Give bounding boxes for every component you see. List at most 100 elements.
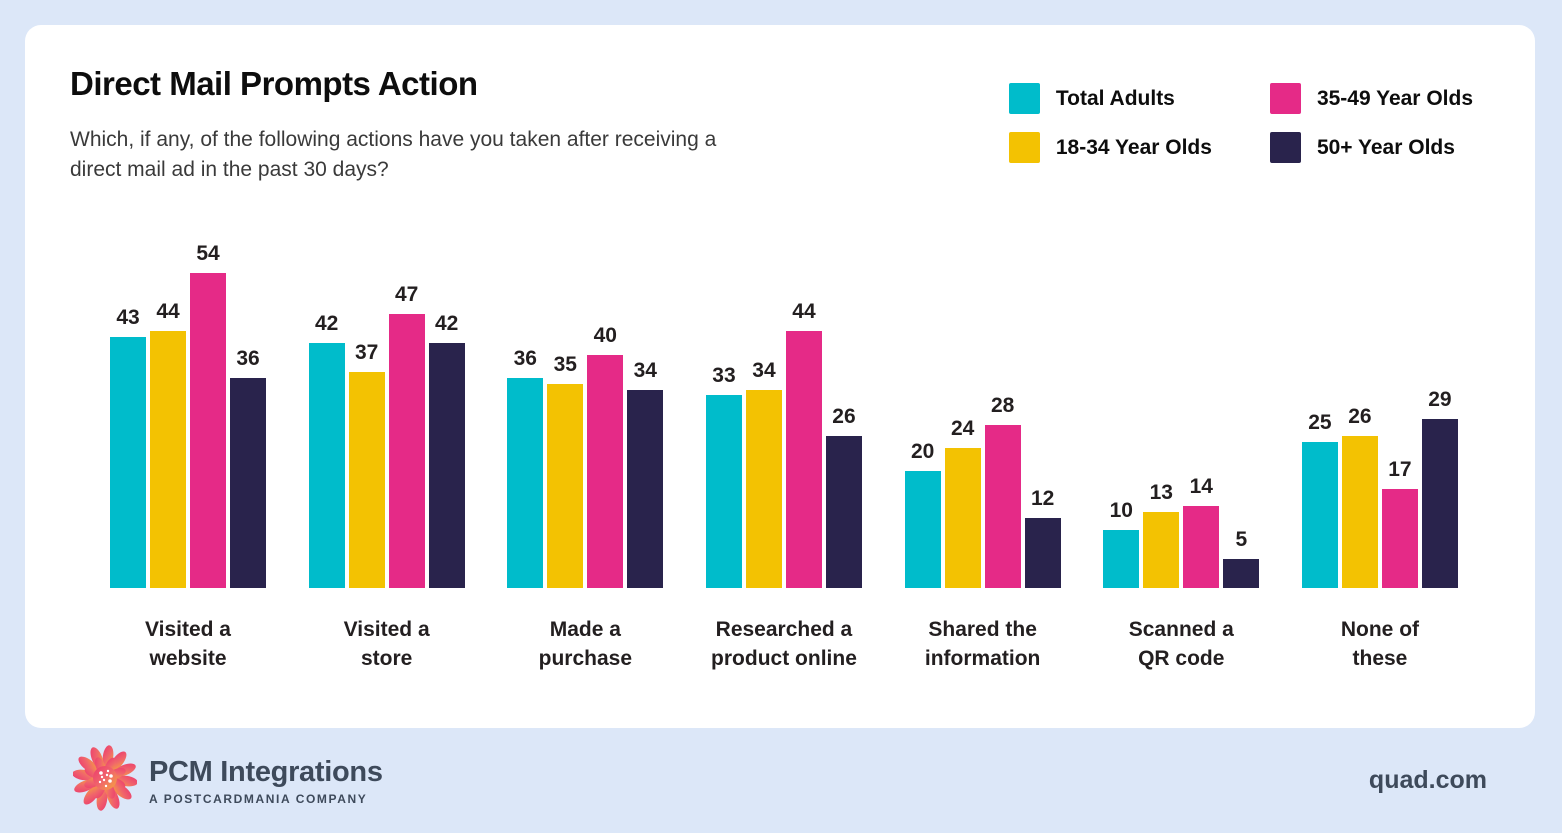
bar-18-34-year-olds (944, 448, 981, 588)
legend-swatch-35-49-year-olds (1269, 83, 1301, 114)
bar-value-label: 33 (712, 364, 736, 387)
legend-item-35-49-year-olds: 35-49 Year Olds (1269, 83, 1473, 114)
bar-value-label: 28 (990, 394, 1015, 417)
bar-group-made-a-purchase: 36 35 40 34 Made a purchase (507, 238, 664, 673)
category-label: Visited a website (145, 618, 231, 670)
bar-18-34-year-olds (150, 331, 186, 588)
bar-wrap: 13 (1143, 481, 1180, 588)
bar-wrap: 26 (825, 405, 862, 588)
bar-wrap: 20 (904, 440, 941, 588)
bar-wrap: 43 (110, 306, 146, 588)
bar-wrap: 17 (1381, 458, 1418, 588)
bar-value-label: 17 (1388, 458, 1412, 481)
bar-50-year-olds (1421, 419, 1458, 588)
bar-35-49-year-olds (190, 273, 226, 588)
bar-value-label: 12 (1030, 487, 1055, 510)
chart-legend: Total Adults 35-49 Year Olds 18-34 Year Ol… (1008, 83, 1473, 163)
bar-value-label: 13 (1149, 481, 1173, 504)
bar-value-label: 26 (1348, 405, 1372, 428)
bar-chart: 43 44 54 36 Visited a website 42 37 47 42 Visited … (25, 238, 1535, 673)
bar-value-label: 14 (1189, 475, 1213, 498)
bar-wrap: 42 (428, 312, 465, 588)
footer: PCM Integrations A POSTCARDMANIA COMPANY… (25, 728, 1537, 833)
starburst-flower-logo-icon (72, 745, 138, 816)
bar-value-label: 29 (1428, 388, 1452, 411)
category-label: Shared the information (924, 618, 1041, 670)
legend-swatch-18-34-year-olds (1008, 132, 1040, 163)
bar-50-year-olds (230, 378, 266, 588)
header-text-block: Direct Mail Prompts Action Which, if any… (70, 65, 750, 185)
bar-wrap: 24 (944, 417, 981, 588)
bar-50-year-olds (627, 390, 664, 588)
bar-wrap: 44 (150, 300, 186, 588)
bar-18-34-year-olds (348, 372, 385, 588)
bar-group-visited-a-website: 43 44 54 36 Visited a website (110, 238, 266, 673)
bars: 43 44 54 36 (110, 238, 266, 588)
bar-35-49-year-olds (388, 314, 425, 588)
bar-value-label: 44 (156, 300, 180, 323)
brand-tagline: A POSTCARDMANIA COMPANY (149, 791, 368, 806)
bar-total-adults (1103, 530, 1140, 588)
bar-wrap: 42 (308, 312, 345, 588)
bar-value-label: 24 (950, 417, 975, 440)
bar-wrap: 40 (587, 324, 624, 588)
legend-label: 35-49 Year Olds (1316, 86, 1473, 110)
bar-group-scanned-a-qr-code: 10 13 14 5 Scanned a QR code (1103, 238, 1260, 673)
bar-18-34-year-olds (1341, 436, 1378, 588)
bar-value-label: 37 (354, 341, 379, 364)
category-label: Researched a product online (711, 618, 857, 670)
bar-wrap: 28 (984, 394, 1021, 588)
bar-value-label: 54 (196, 242, 220, 265)
category-label: Made a purchase (538, 618, 632, 670)
bar-total-adults (705, 395, 742, 588)
bar-wrap: 34 (745, 359, 782, 588)
bar-wrap: 14 (1183, 475, 1220, 588)
legend-item-18-34-year-olds: 18-34 Year Olds (1008, 132, 1212, 163)
bar-group-shared-the-information: 20 24 28 12 Shared the information (904, 238, 1061, 673)
bar-group-none-of-these: 25 26 17 29 None of these (1301, 238, 1458, 673)
bar-18-34-year-olds (547, 384, 584, 588)
bar-wrap: 44 (785, 300, 822, 588)
bar-50-year-olds (825, 436, 862, 588)
bar-wrap: 36 (507, 347, 544, 588)
bar-wrap: 36 (230, 347, 266, 588)
bar-groups: 43 44 54 36 Visited a website 42 37 47 42 Visited … (110, 238, 1458, 673)
bar-wrap: 37 (348, 341, 385, 588)
brand-text: PCM Integrations A POSTCARDMANIA COMPANY (149, 756, 383, 806)
bar-value-label: 35 (553, 353, 577, 376)
category-label: None of these (1340, 618, 1420, 670)
bar-value-label: 26 (832, 405, 856, 428)
bar-wrap: 29 (1421, 388, 1458, 588)
bar-total-adults (110, 337, 146, 588)
bar-wrap: 26 (1341, 405, 1378, 588)
bar-35-49-year-olds (1381, 489, 1418, 588)
bar-value-label: 10 (1109, 499, 1133, 522)
bar-total-adults (507, 378, 544, 588)
bar-value-label: 20 (910, 440, 935, 463)
bars: 25 26 17 29 (1301, 238, 1458, 588)
bars: 42 37 47 42 (308, 238, 465, 588)
bar-value-label: 34 (633, 359, 657, 382)
bar-total-adults (308, 343, 345, 588)
bar-value-label: 47 (394, 283, 419, 306)
bar-18-34-year-olds (1143, 512, 1180, 588)
header: Direct Mail Prompts Action Which, if any… (25, 25, 1535, 185)
page-title: Direct Mail Prompts Action (70, 65, 478, 102)
legend-label: Total Adults (1055, 86, 1175, 110)
bars: 36 35 40 34 (507, 238, 664, 588)
bar-wrap: 54 (190, 242, 226, 588)
legend-item-50-year-olds: 50+ Year Olds (1269, 132, 1473, 163)
bar-total-adults (904, 471, 941, 588)
bar-value-label: 43 (116, 306, 140, 329)
legend-swatch-50-year-olds (1269, 132, 1301, 163)
bar-value-label: 34 (752, 359, 776, 382)
chart-card: Direct Mail Prompts Action Which, if any… (25, 25, 1535, 728)
bars: 10 13 14 5 (1103, 238, 1260, 588)
bar-value-label: 25 (1308, 411, 1332, 434)
category-label: Visited a store (343, 618, 430, 670)
page-subtitle: Which, if any, of the following actions … (70, 128, 717, 181)
bar-total-adults (1301, 442, 1338, 588)
bar-35-49-year-olds (984, 425, 1021, 588)
bar-value-label: 42 (314, 312, 339, 335)
